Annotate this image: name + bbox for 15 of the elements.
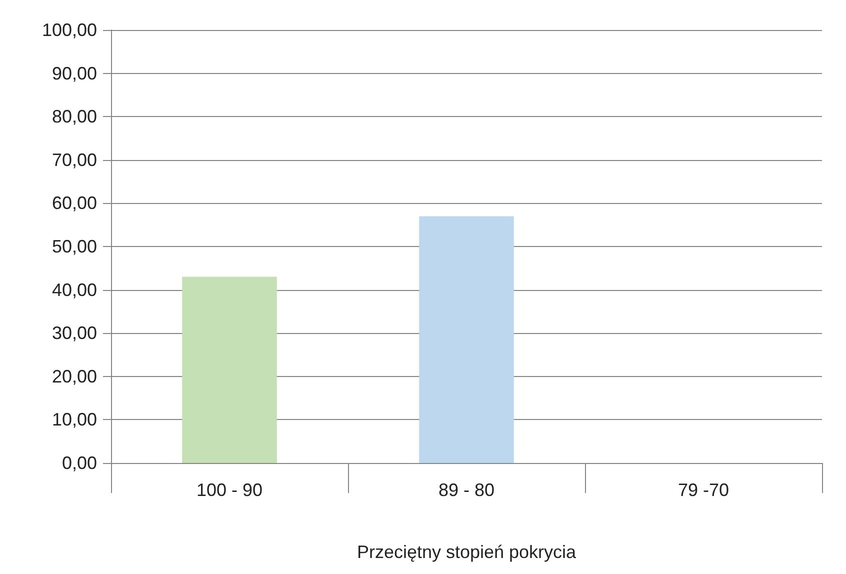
y-tick-label: 20,00	[52, 366, 97, 386]
y-tick-label: 30,00	[52, 323, 97, 344]
x-tick-label: 89 - 80	[438, 480, 495, 500]
y-tick-label: 90,00	[52, 63, 97, 84]
y-tick-label: 50,00	[52, 236, 97, 256]
y-tick-label: 70,00	[52, 150, 97, 170]
x-tick-label: 100 - 90	[196, 480, 263, 500]
y-tick-label: 100,00	[42, 20, 97, 40]
y-tick-label: 40,00	[52, 280, 97, 300]
y-tick-label: 10,00	[52, 410, 97, 430]
x-axis-title: Przeciętny stopień pokrycia	[356, 542, 578, 562]
y-tick-label: 0,00	[62, 453, 97, 473]
y-tick-label: 60,00	[52, 193, 97, 214]
y-tick-label: 80,00	[52, 106, 97, 127]
x-tick-label: 79 -70	[678, 480, 730, 500]
